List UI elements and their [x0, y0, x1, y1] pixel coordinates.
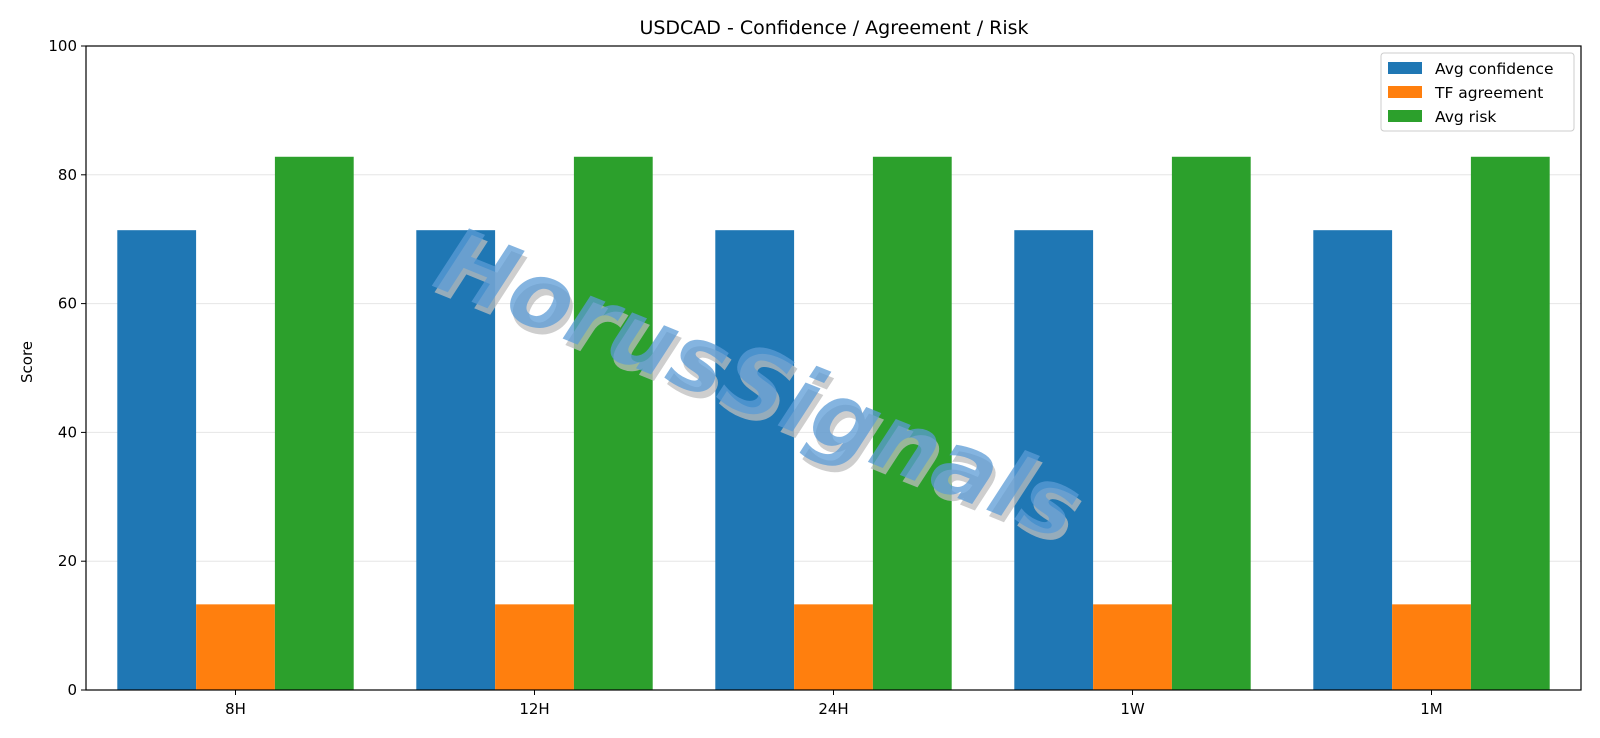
- bar-avg-confidence: [1313, 230, 1393, 690]
- bar-avg-risk: [573, 156, 653, 690]
- legend-swatch: [1388, 110, 1422, 122]
- x-axis: 8H 12H 24H 1W 1M: [225, 690, 1443, 718]
- y-tick-label: 0: [67, 681, 77, 699]
- y-tick-label: 40: [58, 423, 77, 441]
- bar-tf-agreement: [196, 604, 275, 690]
- x-tick-label: 12H: [519, 700, 549, 718]
- legend: Avg confidence TF agreement Avg risk: [1380, 52, 1575, 132]
- y-tick-label: 100: [48, 37, 77, 55]
- bar-tf-agreement: [1392, 604, 1471, 690]
- bar-tf-agreement: [1093, 604, 1172, 690]
- chart-title: USDCAD - Confidence / Agreement / Risk: [639, 17, 1028, 39]
- bar-avg-confidence: [715, 230, 795, 690]
- bar-avg-confidence: [117, 230, 197, 690]
- bar-avg-confidence: [1014, 230, 1094, 690]
- x-tick-label: 8H: [225, 700, 246, 718]
- y-axis: 0 20 40 60 80 100: [48, 37, 86, 699]
- bar-tf-agreement: [794, 604, 873, 690]
- legend-swatch: [1388, 62, 1422, 74]
- legend-label: Avg confidence: [1435, 60, 1553, 78]
- legend-box: [1380, 52, 1575, 132]
- bar-avg-risk: [1470, 156, 1550, 690]
- y-axis-label: Score: [18, 341, 36, 383]
- bar-avg-risk: [872, 156, 952, 690]
- bar-tf-agreement: [495, 604, 574, 690]
- bars-layer: [117, 156, 1550, 690]
- bar-avg-risk: [274, 156, 354, 690]
- legend-label: TF agreement: [1434, 84, 1543, 102]
- bar-avg-risk: [1171, 156, 1251, 690]
- y-tick-label: 60: [58, 295, 77, 313]
- x-tick-label: 24H: [818, 700, 848, 718]
- y-tick-label: 80: [58, 166, 77, 184]
- bar-avg-confidence: [416, 230, 496, 690]
- y-tick-label: 20: [58, 552, 77, 570]
- x-tick-label: 1W: [1120, 700, 1145, 718]
- legend-swatch: [1388, 86, 1422, 98]
- legend-label: Avg risk: [1435, 108, 1496, 126]
- x-tick-label: 1M: [1420, 700, 1443, 718]
